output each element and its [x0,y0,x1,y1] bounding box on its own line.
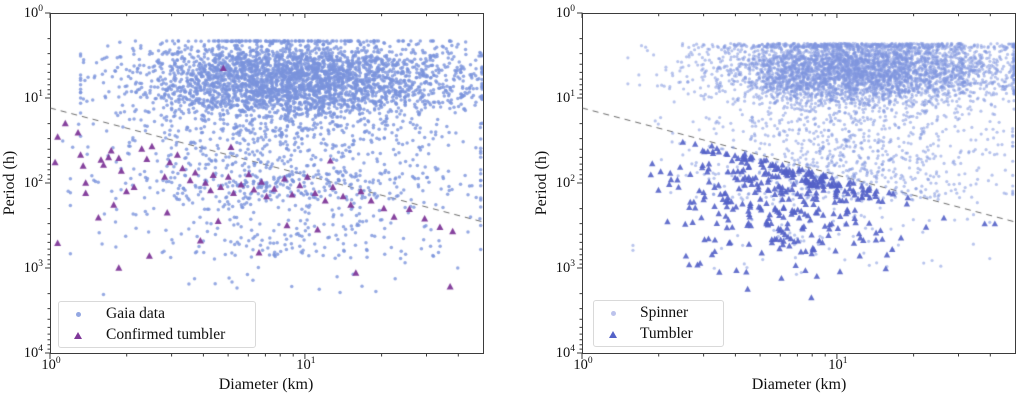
legend-label-gaia-data: Gaia data [106,305,165,322]
y-tick-label: 104 [555,344,575,361]
y-axis-label-left: Period (h) [1,150,18,216]
x-tick-label: 101 [296,356,316,373]
legend-item-spinner: Spinner [607,304,711,322]
y-tick-label: 101 [23,89,43,106]
scatter-canvas-right [582,13,1015,353]
x-tick-label: 101 [828,356,848,373]
x-axis-label-left: Diameter (km) [218,376,314,393]
x-tick-label: 100 [41,356,61,373]
y-tick-label: 100 [23,4,43,21]
legend-label-spinner: Spinner [640,304,689,321]
legend-item-confirmed-tumbler: Confirmed tumbler [72,326,243,344]
circle-marker-icon [607,310,619,316]
y-tick-label: 100 [555,4,575,21]
x-axis-label-right: Diameter (km) [751,376,847,393]
x-tick-label: 100 [573,356,593,373]
triangle-marker-icon [72,331,84,339]
scatter-canvas-left [50,13,483,353]
legend-left: Gaia data Confirmed tumbler [58,301,256,348]
y-tick-label: 102 [23,174,43,191]
circle-marker-icon [72,311,84,317]
y-tick-label: 102 [555,174,575,191]
legend-item-tumbler: Tumbler [607,325,711,343]
legend-label-tumbler: Tumbler [640,325,693,342]
triangle-marker-icon [607,330,619,338]
y-tick-label: 101 [555,89,575,106]
legend-label-confirmed-tumbler: Confirmed tumbler [106,326,226,343]
legend-right: Spinner Tumbler [593,300,724,347]
y-axis-label-right: Period (h) [533,150,550,216]
y-tick-label: 103 [23,259,43,276]
y-tick-label: 104 [23,344,43,361]
legend-item-gaia-data: Gaia data [72,305,243,323]
y-tick-label: 103 [555,259,575,276]
